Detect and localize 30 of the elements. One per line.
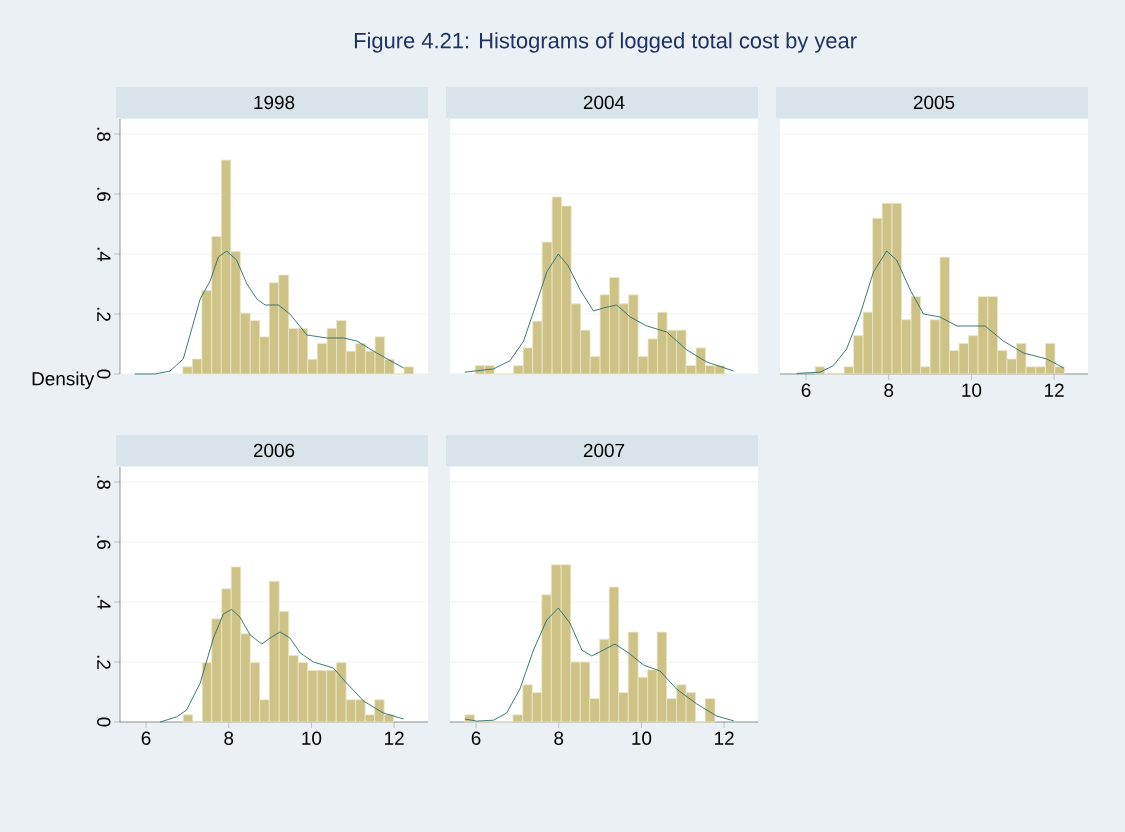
x-tick-label: 6 [471, 731, 481, 745]
x-tick-label: 10 [632, 731, 652, 745]
y-tick-label: .4 [97, 247, 111, 262]
chart-subtitle: 2004 [583, 95, 625, 110]
x-tick-label: 12 [1045, 383, 1064, 397]
x-tick-label: 6 [801, 383, 811, 397]
chart-subtitle: 2007 [583, 443, 625, 458]
y-tick-label: .8 [97, 127, 111, 142]
y-tick-label: .6 [97, 535, 111, 550]
x-tick-label: 8 [224, 731, 234, 745]
chart-subtitle: 2006 [253, 443, 295, 458]
y-tick-label: .8 [97, 475, 111, 490]
chart-subtitle: 1998 [254, 95, 295, 110]
x-tick-label: 10 [302, 731, 322, 745]
y-axis-title: Density [32, 371, 95, 390]
chart-subtitle: 2005 [913, 95, 955, 110]
x-tick-label: 10 [962, 383, 982, 397]
y-tick-label: .6 [97, 187, 111, 202]
x-tick-label: 8 [554, 731, 564, 745]
y-tick-label: 0 [97, 369, 111, 379]
line-series [159, 609, 405, 723]
text: Figure 4.21: Histograms of logged total cost by year [354, 32, 857, 53]
y-tick-label: .2 [97, 655, 111, 669]
x-tick-label: 8 [884, 383, 894, 397]
y-tick-label: .4 [97, 595, 111, 610]
x-tick-label: 12 [385, 731, 404, 745]
x-tick-label: 6 [141, 731, 151, 745]
y-tick-label: .2 [97, 307, 111, 321]
y-tick-label: 0 [97, 717, 111, 727]
x-tick-label: 12 [715, 731, 734, 745]
